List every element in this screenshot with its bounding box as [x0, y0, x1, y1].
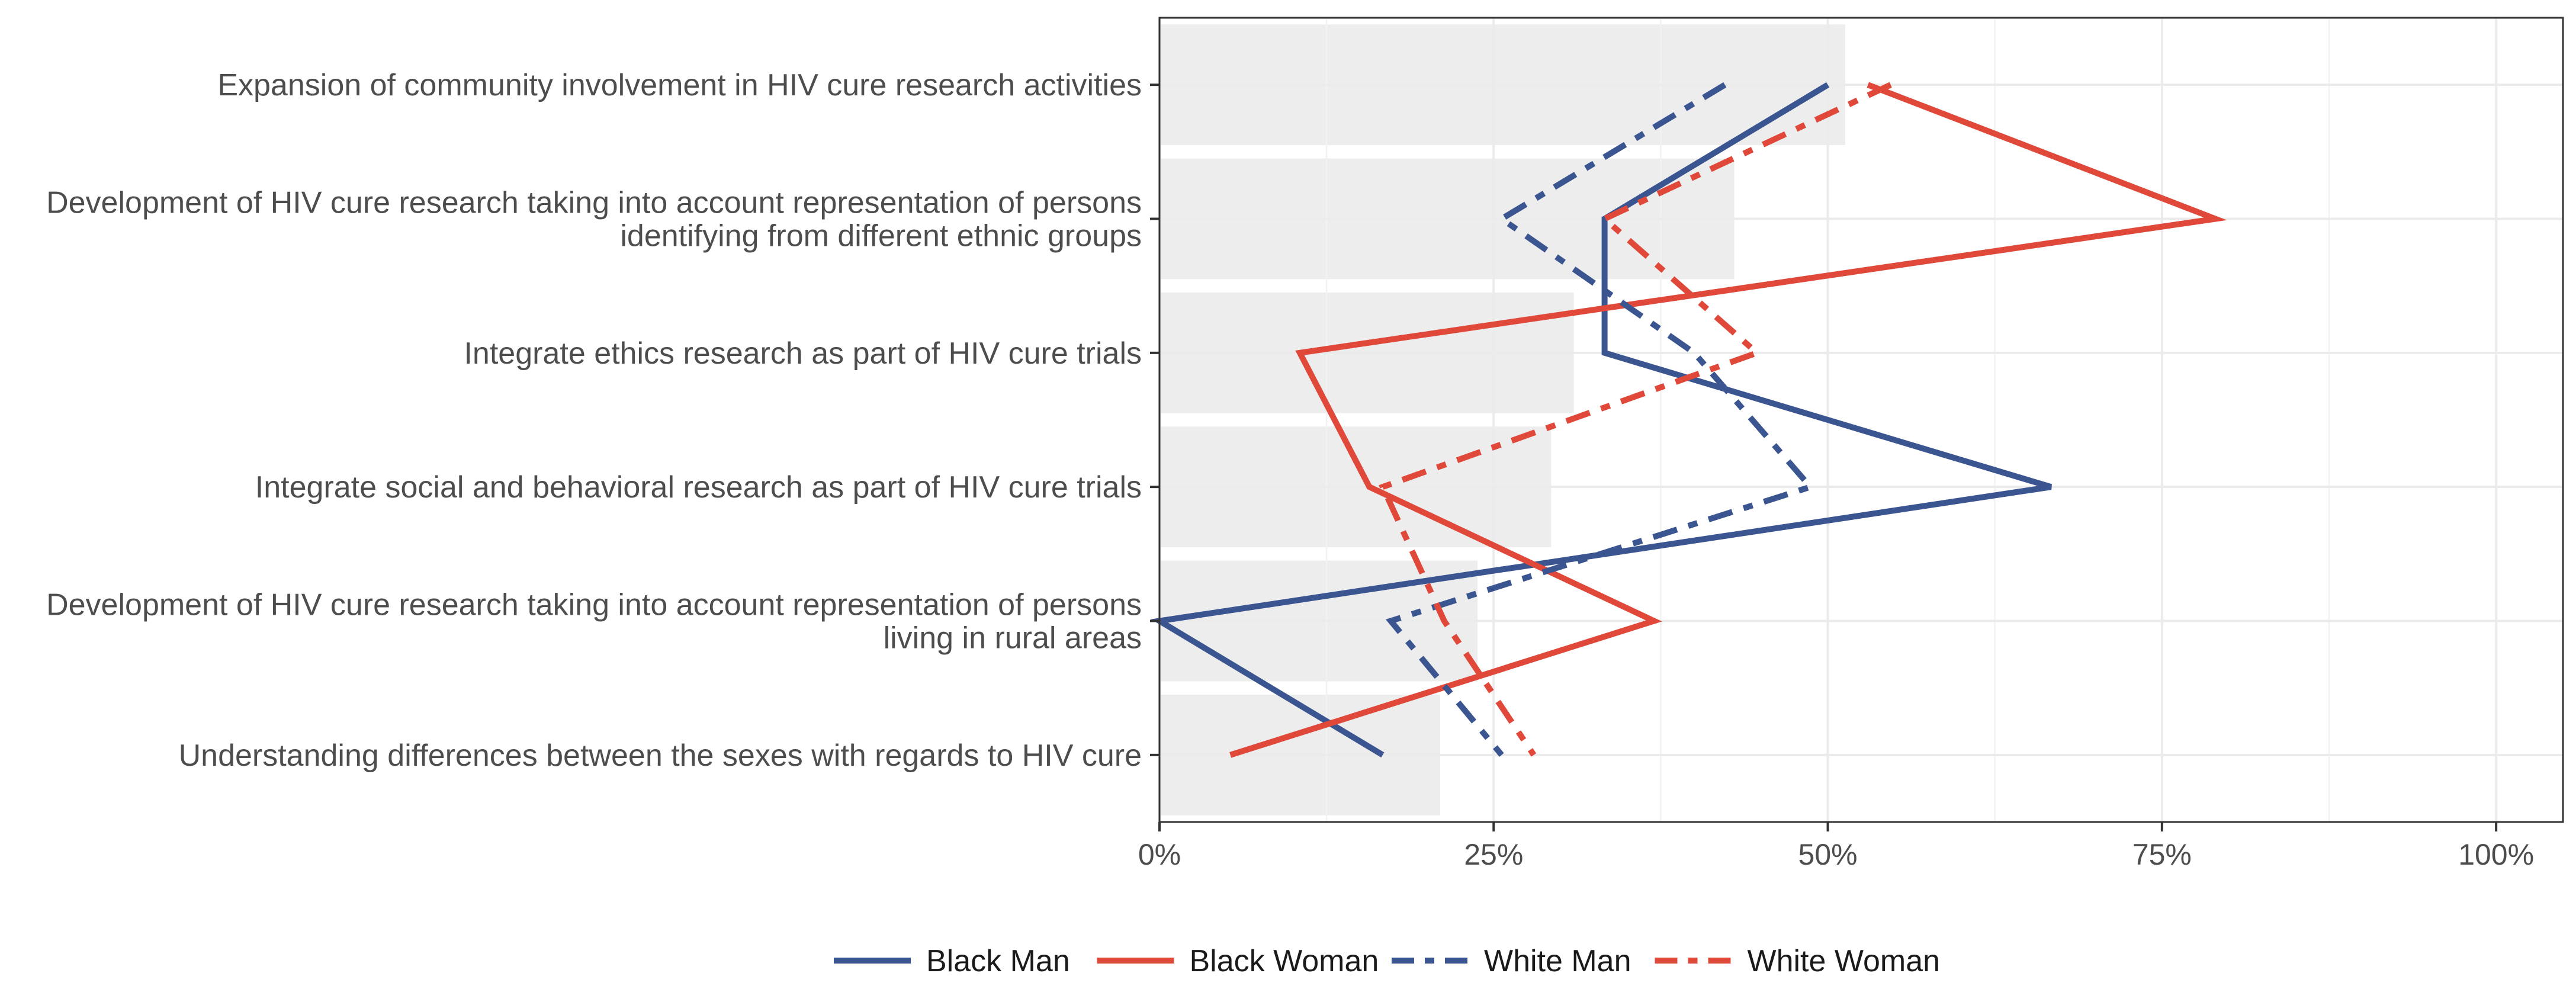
legend-label-white-man: White Man — [1484, 944, 1631, 978]
legend-label-black-man: Black Man — [926, 944, 1070, 978]
y-axis: Expansion of community involvement in HI… — [46, 68, 1159, 773]
y-tick-label: Development of HIV cure research taking … — [46, 186, 1142, 220]
y-tick-label: Integrate social and behavioral research… — [255, 470, 1142, 505]
y-tick-label: identifying from different ethnic groups — [620, 219, 1142, 253]
y-tick-label: Development of HIV cure research taking … — [46, 588, 1142, 622]
series-white-man — [1385, 82, 1816, 757]
x-tick-label: 0% — [1138, 838, 1181, 871]
series-black-man — [1151, 82, 2052, 758]
series-layer — [1151, 82, 2227, 758]
x-tick-label: 100% — [2458, 838, 2534, 871]
bars-layer — [1159, 24, 1845, 815]
y-tick-label: living in rural areas — [884, 621, 1142, 656]
x-tick-label: 75% — [2132, 838, 2192, 871]
y-tick-label: Integrate ethics research as part of HIV… — [464, 336, 1142, 371]
x-tick-label: 25% — [1464, 838, 1523, 871]
legend-label-black-woman: Black Woman — [1190, 944, 1379, 978]
y-tick-label: Understanding differences between the se… — [179, 738, 1142, 773]
panel-border — [1158, 17, 2564, 823]
series-black-woman — [1229, 82, 2227, 758]
x-tick-label: 50% — [1798, 838, 1858, 871]
legend: Black Man Black Woman White Man White Woman — [834, 944, 1940, 978]
y-tick-label: Expansion of community involvement in HI… — [217, 68, 1142, 102]
x-axis: 0% 25% 50% 75% 100% — [1138, 822, 2534, 871]
legend-label-white-woman: White Woman — [1748, 944, 1941, 978]
series-white-woman — [1379, 82, 1892, 757]
